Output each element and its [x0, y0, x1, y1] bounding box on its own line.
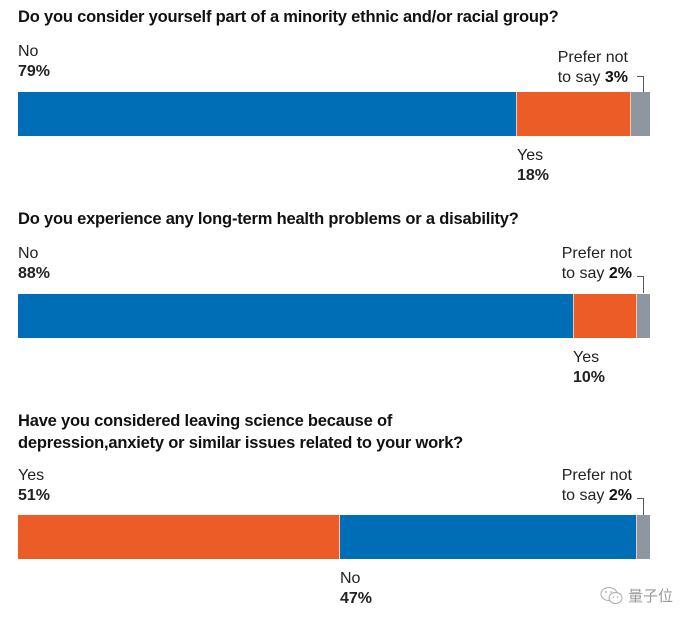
chart1-label-yes: Yes 18% [517, 146, 549, 186]
chart1-prefer-leader-line [637, 76, 644, 93]
chart1-label-prefer-value: 3% [604, 69, 628, 86]
bar-segment-yes [18, 515, 341, 559]
chart1-label-no-value: 79% [18, 63, 51, 80]
chart2-label-no-text: No [18, 245, 39, 262]
chart1-label-prefer-line1: Prefer not [557, 49, 628, 66]
chart2-label-yes: Yes 10% [573, 348, 605, 388]
chart3-bar [18, 515, 650, 559]
bar-segment-prefer-not-to-say [637, 294, 650, 338]
chart2-label-no: No 88% [18, 244, 50, 284]
bar-segment-no [18, 92, 518, 136]
chart3-title-line2: depression,anxiety or similar issues rel… [18, 434, 464, 452]
wechat-icon [600, 586, 623, 604]
chart2-label-yes-value: 10% [573, 369, 606, 386]
chart2-prefer-leader-line [637, 276, 644, 293]
chart3-title-line1: Have you considered leaving science beca… [18, 412, 393, 430]
bar-segment-prefer-not-to-say [631, 92, 650, 136]
chart2-label-prefer-line1: Prefer not [561, 245, 632, 262]
chart2-bar [18, 294, 650, 338]
bar-segment-yes [517, 92, 632, 136]
chart1-label-no-text: No [18, 43, 39, 60]
chart1-label-yes-text: Yes [517, 147, 544, 164]
watermark-text: 量子位 [628, 588, 674, 605]
chart1-label-no: No 79% [18, 42, 50, 82]
chart3-label-prefer-value: 2% [608, 487, 632, 504]
chart2-label-prefer-value: 2% [608, 265, 632, 282]
chart3-label-no-text: No [340, 570, 361, 587]
chart3-label-prefer-line1: Prefer not [561, 467, 632, 484]
chart3-title: Have you considered leaving science beca… [18, 410, 463, 454]
chart3-label-no: No 47% [340, 569, 372, 609]
chart1-bar [18, 92, 650, 136]
chart3-label-yes-value: 51% [18, 487, 51, 504]
chart3-label-yes-text: Yes [18, 467, 45, 484]
chart1-label-prefer-line2: to say [557, 69, 601, 86]
bar-segment-no [18, 294, 575, 338]
chart2-label-prefer: Prefer not to say 2% [562, 244, 632, 284]
chart2-title: Do you experience any long-term health p… [18, 210, 519, 228]
chart1-title: Do you consider yourself part of a minor… [18, 8, 559, 26]
bar-segment-no [340, 515, 638, 559]
chart2-label-yes-text: Yes [573, 349, 600, 366]
chart1-label-yes-value: 18% [517, 167, 550, 184]
watermark: 量子位 [600, 585, 673, 606]
chart3-label-prefer-line2: to say [561, 487, 605, 504]
chart2-label-no-value: 88% [18, 265, 51, 282]
bar-segment-prefer-not-to-say [637, 515, 650, 559]
chart3-label-prefer: Prefer not to say 2% [562, 466, 632, 506]
chart1-label-prefer: Prefer not to say 3% [558, 48, 628, 88]
chart3-prefer-leader-line [637, 498, 644, 515]
chart2-label-prefer-line2: to say [561, 265, 605, 282]
chart3-label-no-value: 47% [340, 590, 373, 607]
bar-segment-yes [574, 294, 638, 338]
chart3-label-yes: Yes 51% [18, 466, 50, 506]
